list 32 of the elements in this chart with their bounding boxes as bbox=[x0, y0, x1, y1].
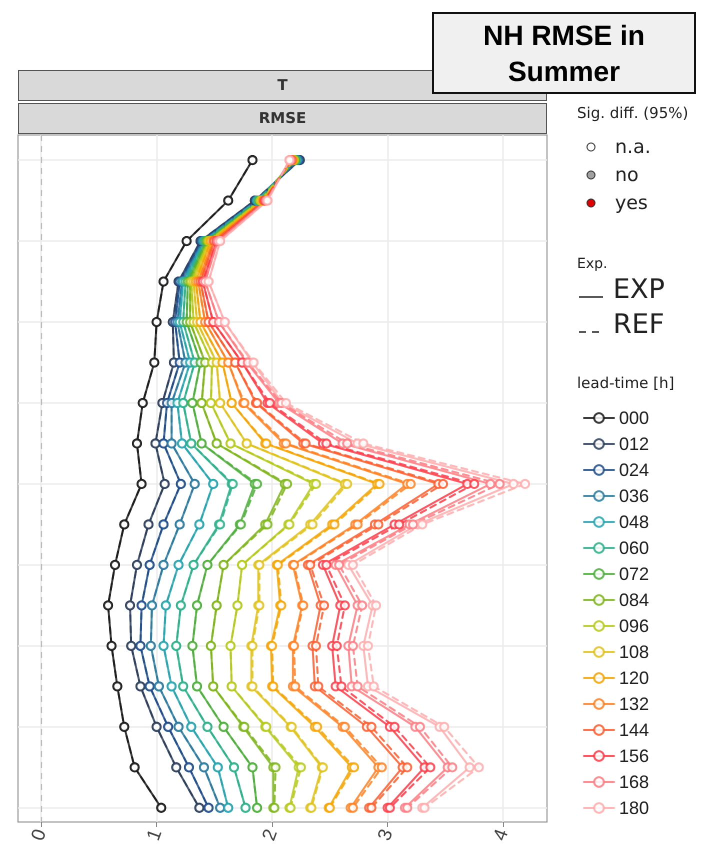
legend-label: 024 bbox=[619, 460, 650, 480]
legend-label: 036 bbox=[619, 486, 650, 506]
text: T bbox=[277, 76, 288, 94]
legend-label: 132 bbox=[619, 694, 650, 714]
legend-label: 084 bbox=[619, 590, 650, 610]
text: Sig. diff. (95%) bbox=[577, 104, 688, 122]
x-tick-label: 1 bbox=[143, 826, 166, 844]
x-tick-label: 3 bbox=[374, 826, 398, 844]
legend-label: 072 bbox=[619, 564, 650, 584]
chart-title: NH RMSE in Summer bbox=[432, 12, 696, 94]
legend-label: 012 bbox=[619, 434, 650, 454]
text: EXP bbox=[613, 274, 665, 305]
legend-label: 000 bbox=[619, 408, 650, 428]
legend-label: 180 bbox=[619, 798, 650, 818]
text: Exp. bbox=[577, 256, 608, 272]
x-tick-label: 0 bbox=[28, 826, 51, 844]
text: RMSE bbox=[18, 103, 547, 134]
legend-label: 168 bbox=[619, 772, 650, 792]
legend-label: 156 bbox=[619, 746, 650, 766]
legend-title: lead-time [h] bbox=[577, 374, 674, 392]
legend-label: 144 bbox=[619, 720, 650, 740]
text: yes bbox=[615, 192, 648, 214]
legend-label: 108 bbox=[619, 642, 650, 662]
text: no bbox=[615, 164, 639, 186]
x-tick-label: 2 bbox=[258, 826, 282, 844]
legend-label: 060 bbox=[619, 538, 650, 558]
legend-label: 120 bbox=[619, 668, 650, 688]
x-tick-label: 4 bbox=[490, 826, 514, 844]
text: REF bbox=[613, 309, 664, 340]
legend-label: 096 bbox=[619, 616, 650, 636]
text: n.a. bbox=[615, 136, 651, 158]
legend-label: 048 bbox=[619, 512, 650, 532]
